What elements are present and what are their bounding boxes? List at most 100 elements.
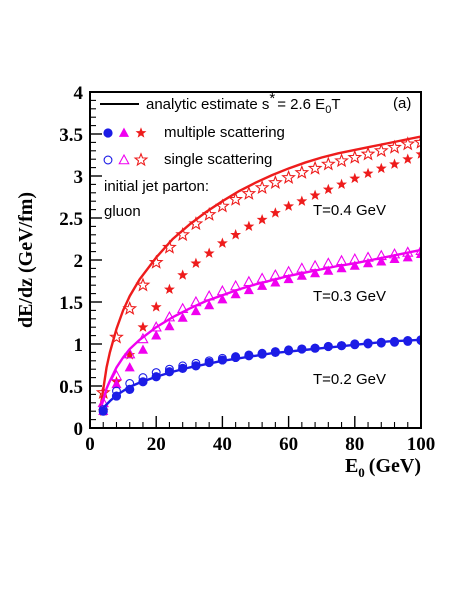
- point-single-t_high: [267, 174, 283, 190]
- point-multiple-t_mid: [151, 330, 162, 340]
- point-single-t_high: [413, 134, 421, 149]
- x-axis-title-unit: (GeV): [369, 455, 421, 477]
- y-tick-label: 3.5: [59, 125, 83, 146]
- point-multiple-t_high: [177, 269, 189, 280]
- legend-multiple-marker-t_mid: [118, 127, 130, 137]
- point-multiple-t_mid: [190, 305, 201, 316]
- point-multiple-t_high: [375, 162, 387, 174]
- legend: analytic estimate s* = 2.6 E0T multiple s…: [100, 90, 340, 168]
- point-single-t_high: [254, 179, 270, 195]
- x-tick-label: 40: [213, 434, 232, 455]
- point-single-t_high: [294, 164, 310, 179]
- point-multiple-t_mid: [217, 294, 228, 304]
- point-multiple-t_mid: [389, 253, 400, 264]
- legend-single-marker-t_mid: [118, 153, 130, 165]
- point-multiple-t_high: [336, 178, 348, 190]
- legend-analytic-eq: = 2.6 E: [277, 96, 325, 113]
- point-multiple-t_mid: [402, 252, 413, 262]
- temperature-label-mid: T=0.3 GeV: [313, 288, 386, 305]
- series-t_high: [95, 134, 421, 416]
- temperature-label-high: T=0.4 GeV: [313, 202, 386, 219]
- point-multiple-t_high: [243, 220, 255, 232]
- legend-multiple-marker-t_high: [135, 127, 147, 138]
- point-multiple-t_high: [415, 148, 421, 159]
- point-single-t_high: [320, 156, 336, 171]
- y-tick-label: 0.5: [59, 377, 83, 398]
- legend-markers: [103, 127, 149, 167]
- panel-label: (a): [393, 95, 411, 112]
- point-multiple-t_mid: [111, 378, 122, 389]
- y-tick-label: 2: [74, 251, 84, 272]
- point-single-t_high: [387, 139, 402, 154]
- point-multiple-t_mid: [362, 257, 374, 268]
- point-multiple-t_high: [322, 183, 334, 195]
- point-multiple-t_high: [203, 247, 215, 258]
- point-single-t_high: [148, 254, 164, 269]
- x-axis-title: E0 (GeV): [345, 455, 421, 480]
- point-multiple-t_high: [137, 321, 149, 332]
- x-tick-label: 60: [279, 434, 298, 455]
- jet-annotation-line2: gluon: [104, 203, 141, 220]
- legend-analytic-sub: 0: [325, 104, 331, 116]
- point-multiple-t_mid: [336, 262, 347, 273]
- point-multiple-t_high: [296, 195, 308, 206]
- series-t_mid: [97, 244, 421, 416]
- analytic-line-t_high: [98, 135, 421, 412]
- point-single-t_high: [162, 239, 177, 254]
- point-single-t_high: [307, 160, 323, 175]
- y-tick-label: 3: [74, 167, 84, 188]
- point-multiple-t_high: [402, 153, 414, 164]
- point-multiple-t_high: [309, 189, 321, 200]
- x-axis-title-sub: 0: [358, 465, 365, 480]
- y-tick-label: 2.5: [59, 209, 83, 230]
- temperature-label-low: T=0.2 GeV: [313, 371, 386, 388]
- point-single-t_high: [347, 149, 363, 164]
- point-single-t_high: [109, 329, 124, 344]
- legend-multiple-label: multiple scattering: [164, 124, 285, 141]
- y-tick-label: 0: [74, 419, 84, 440]
- x-tick-label: 0: [85, 434, 95, 455]
- point-multiple-t_high: [269, 207, 281, 218]
- y-tick-label: 1: [74, 335, 84, 356]
- point-multiple-t_mid: [164, 320, 175, 331]
- point-multiple-t_mid: [415, 248, 421, 258]
- data-layer: [95, 134, 421, 416]
- point-multiple-t_mid: [257, 280, 268, 290]
- jet-annotation-line1: initial jet parton:: [104, 178, 209, 195]
- point-multiple-t_mid: [124, 362, 135, 372]
- legend-single-marker-t_high: [133, 152, 149, 167]
- series-t_low: [98, 335, 421, 416]
- y-axis-title: dE/dz (GeV/fm): [15, 192, 37, 328]
- point-single-t_high: [241, 185, 257, 200]
- tick-layer: 0 20 40 60 80 100 0 0.5 1 1.5 2 2.5 3 3.5 4: [59, 83, 435, 455]
- legend-analytic-star: *: [269, 90, 275, 107]
- point-multiple-t_mid: [230, 289, 241, 299]
- legend-analytic-text: analytic estimate s: [146, 96, 269, 113]
- point-multiple-t_high: [230, 229, 242, 240]
- y-tick-label: 1.5: [59, 293, 83, 314]
- x-tick-label: 20: [147, 434, 166, 455]
- point-multiple-t_mid: [283, 273, 294, 284]
- point-multiple-t_mid: [296, 270, 307, 280]
- point-multiple-t_mid: [323, 265, 334, 275]
- point-single-t_high: [281, 169, 296, 184]
- point-multiple-t_mid: [310, 268, 321, 278]
- y-tick-label: 4: [74, 83, 84, 104]
- legend-single-marker-t_low: [103, 155, 113, 165]
- point-multiple-t_mid: [243, 284, 254, 295]
- point-multiple-t_mid: [137, 344, 149, 354]
- point-multiple-t_high: [163, 283, 175, 295]
- point-multiple-t_high: [256, 213, 268, 225]
- x-tick-label: 100: [407, 434, 436, 455]
- legend-analytic-label: analytic estimate s* = 2.6 E0T: [146, 90, 340, 116]
- legend-single-label: single scattering: [164, 151, 272, 168]
- point-single-t_high: [228, 191, 244, 206]
- point-multiple-t_mid: [349, 260, 360, 270]
- legend-multiple-marker-t_low: [103, 128, 113, 138]
- x-tick-label: 80: [345, 434, 364, 455]
- point-multiple-t_mid: [177, 312, 188, 322]
- point-multiple-t_high: [190, 257, 202, 269]
- analytic-line-t_mid: [98, 248, 421, 412]
- point-single-t_high: [400, 136, 416, 151]
